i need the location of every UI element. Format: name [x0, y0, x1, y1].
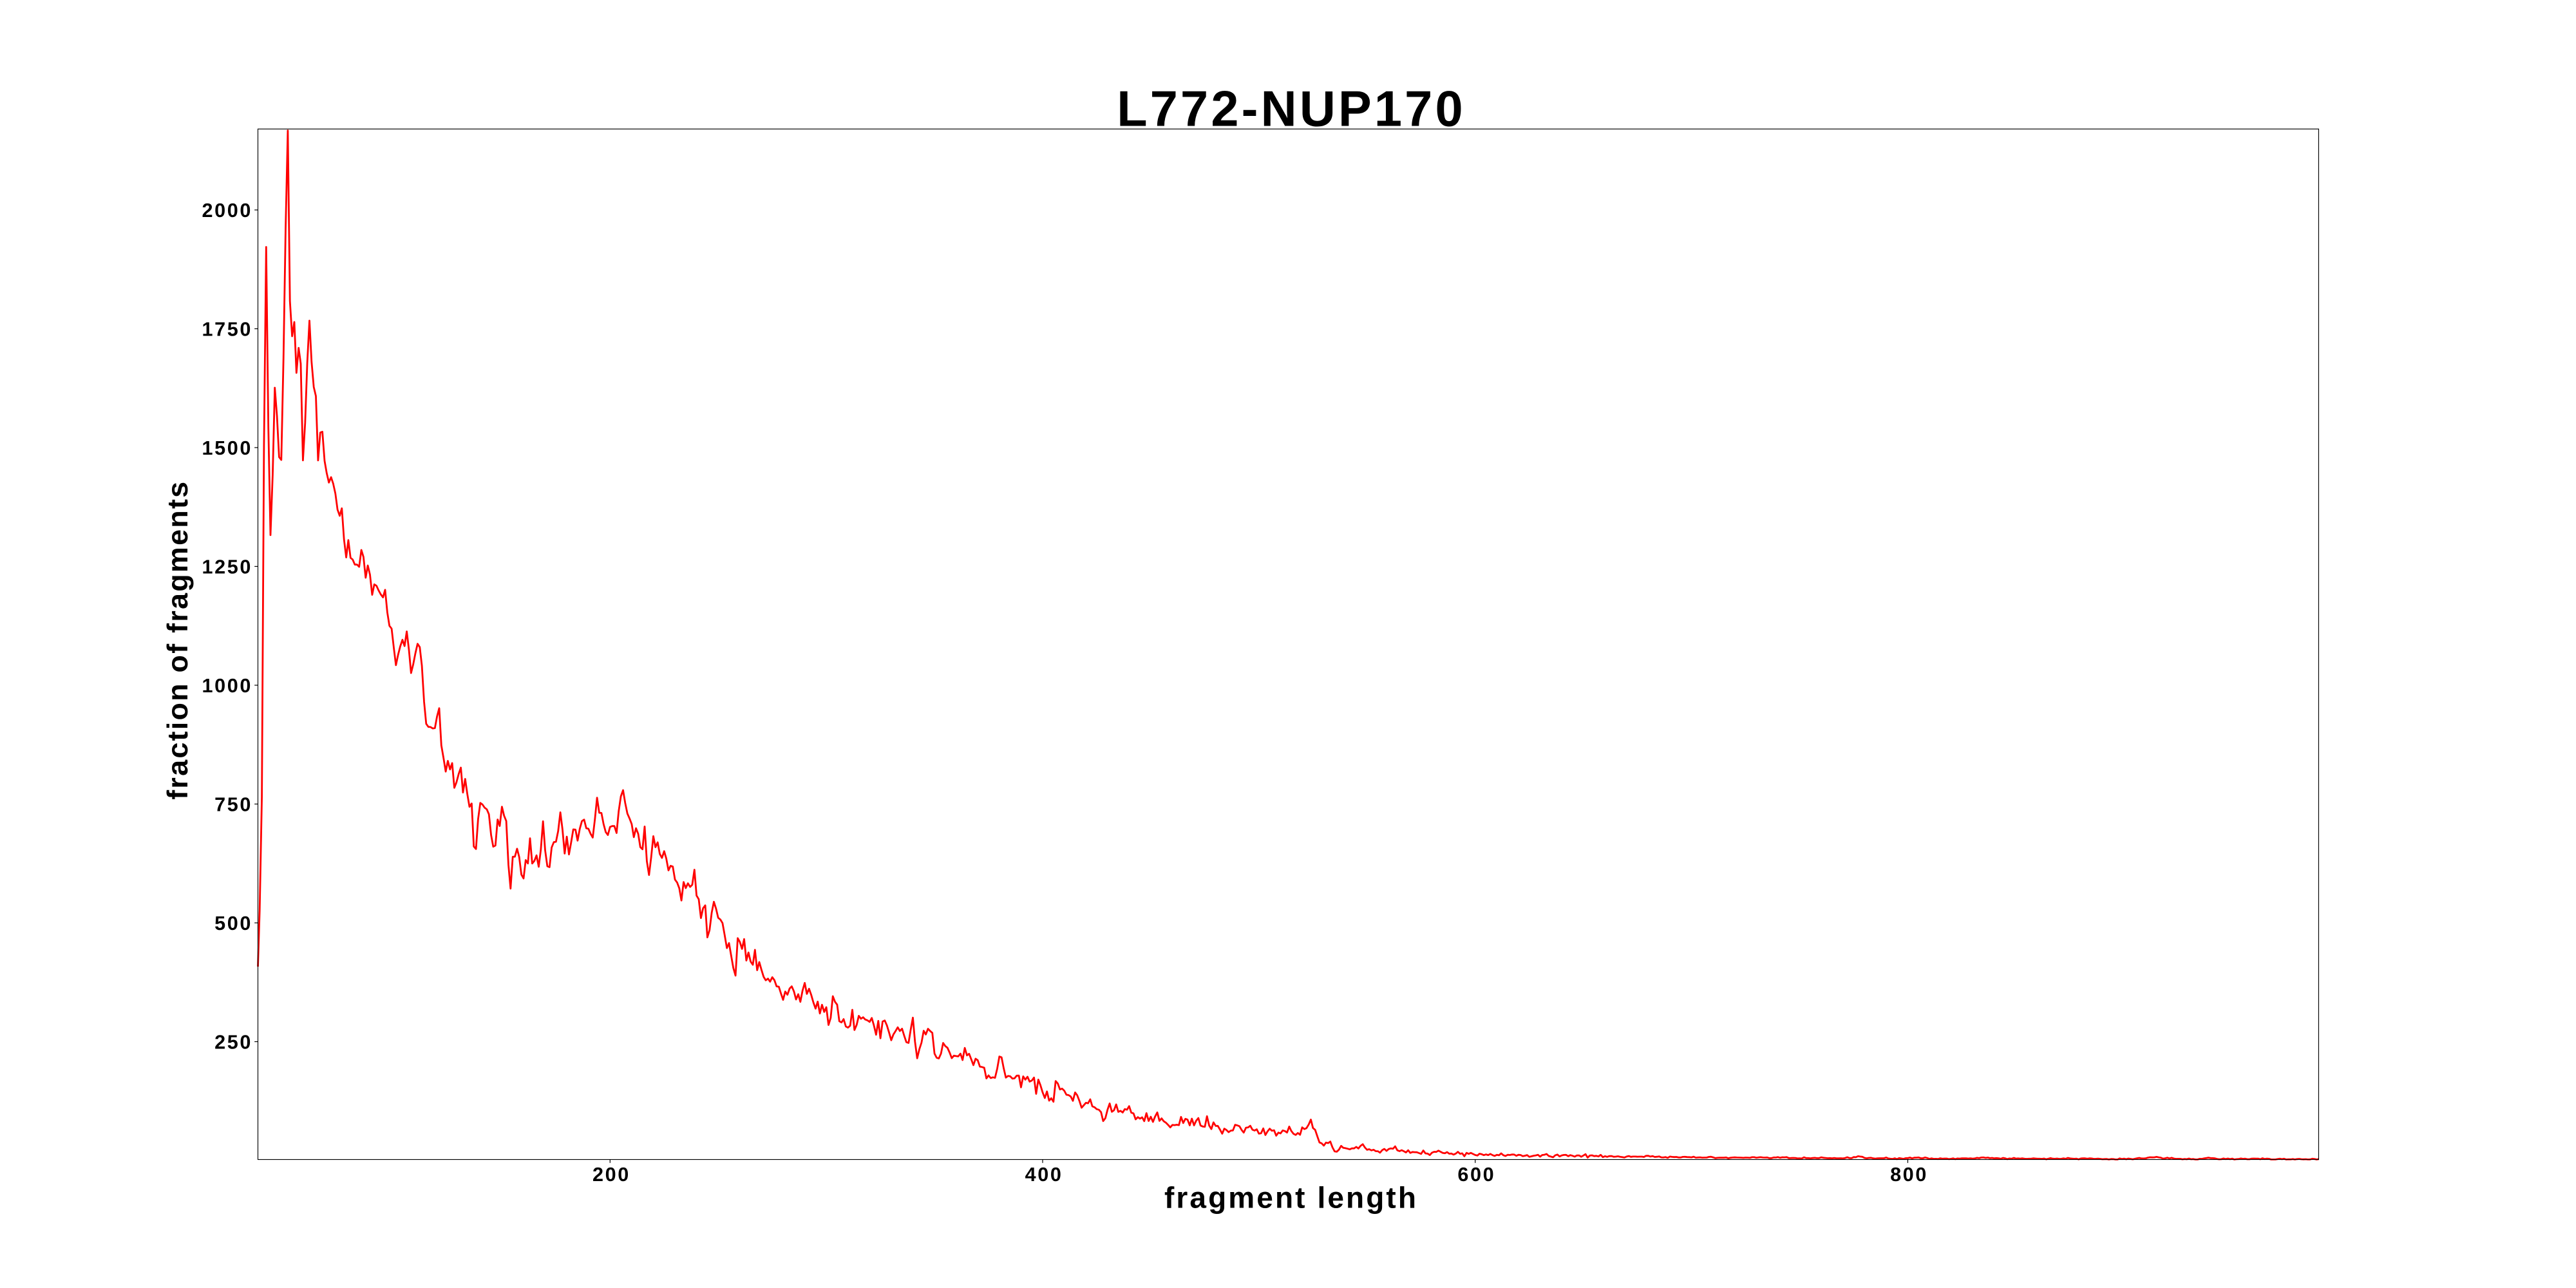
- svg-text:2000: 2000: [202, 200, 252, 222]
- svg-text:1750: 1750: [202, 319, 252, 341]
- svg-text:600: 600: [1457, 1164, 1495, 1186]
- svg-text:L772-NUP170: L772-NUP170: [1117, 81, 1466, 137]
- svg-text:fraction of fragments: fraction of fragments: [161, 480, 194, 800]
- svg-text:500: 500: [214, 913, 252, 934]
- svg-text:fragment length: fragment length: [1164, 1181, 1418, 1215]
- svg-text:250: 250: [214, 1032, 252, 1054]
- svg-text:400: 400: [1025, 1164, 1063, 1186]
- svg-text:1250: 1250: [202, 556, 252, 578]
- svg-text:200: 200: [592, 1164, 630, 1186]
- svg-text:800: 800: [1890, 1164, 1928, 1186]
- svg-text:1500: 1500: [202, 437, 252, 459]
- svg-text:1000: 1000: [202, 675, 252, 697]
- svg-text:750: 750: [214, 794, 252, 816]
